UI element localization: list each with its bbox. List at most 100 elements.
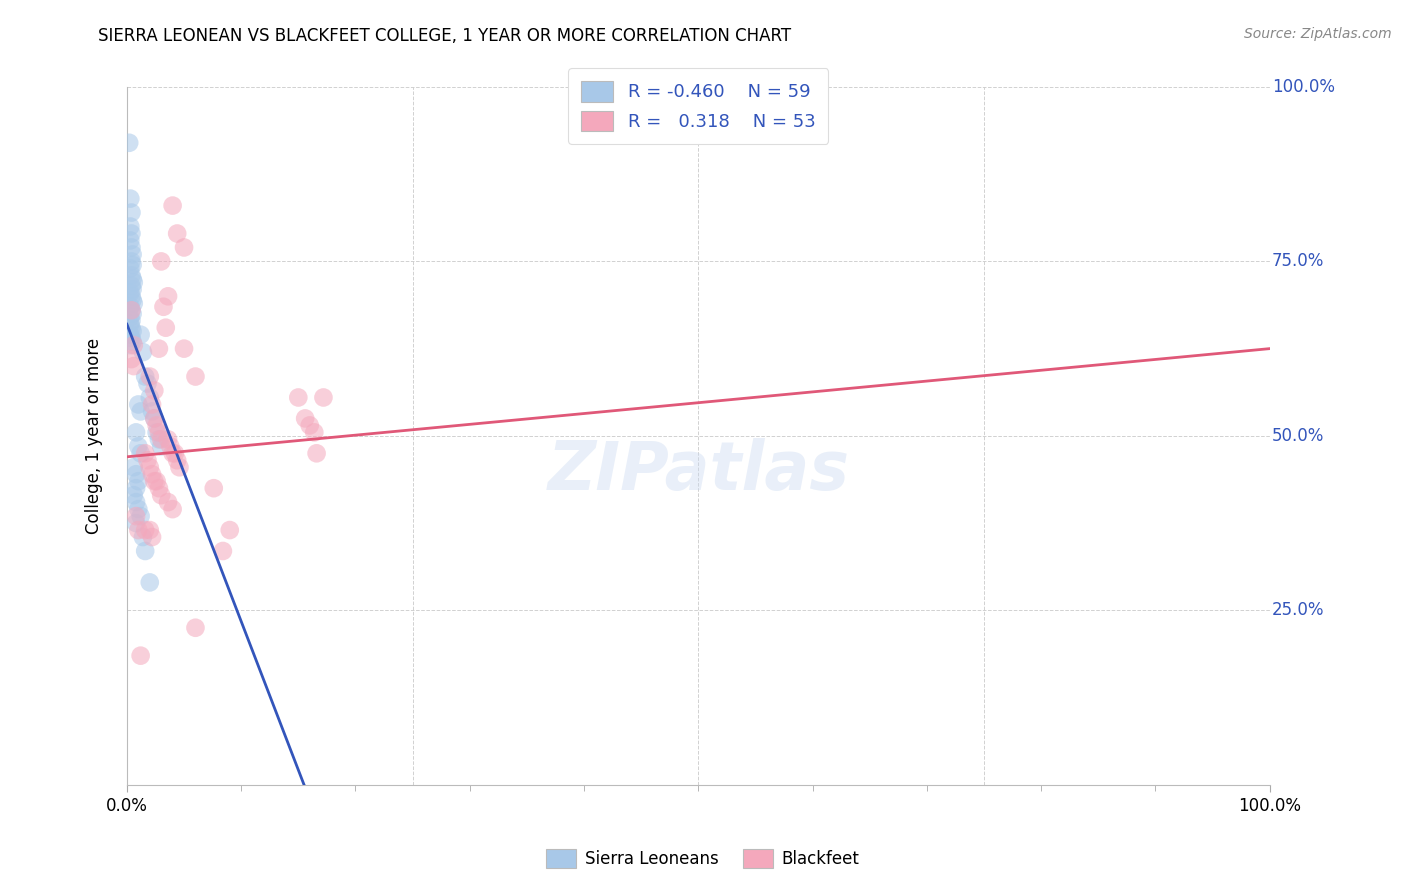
Text: 50.0%: 50.0%: [1272, 427, 1324, 445]
Point: [127, 397, 149, 411]
Point: [139, 369, 162, 384]
Point: [134, 523, 156, 537]
Point: [173, 342, 195, 356]
Point: [120, 317, 142, 331]
Point: [121, 331, 143, 345]
Point: [141, 530, 163, 544]
Legend: Sierra Leoneans, Blackfeet: Sierra Leoneans, Blackfeet: [540, 842, 866, 875]
Point: [122, 359, 145, 373]
Text: Source: ZipAtlas.com: Source: ZipAtlas.com: [1244, 27, 1392, 41]
Point: [162, 502, 184, 516]
Point: [287, 391, 309, 405]
Point: [148, 433, 170, 447]
Text: 100.0%: 100.0%: [1272, 78, 1334, 96]
Point: [141, 467, 163, 482]
Point: [173, 240, 195, 254]
Y-axis label: College, 1 year or more: College, 1 year or more: [86, 338, 103, 534]
Point: [150, 254, 173, 268]
Point: [143, 411, 166, 425]
Point: [120, 300, 142, 314]
Point: [120, 234, 142, 248]
Point: [162, 446, 184, 460]
Point: [121, 289, 143, 303]
Point: [122, 460, 145, 475]
Text: 75.0%: 75.0%: [1272, 252, 1324, 270]
Point: [132, 530, 155, 544]
Point: [169, 460, 191, 475]
Point: [121, 268, 143, 283]
Point: [129, 648, 152, 663]
Point: [143, 411, 166, 425]
Point: [121, 293, 143, 307]
Point: [118, 136, 141, 150]
Point: [127, 502, 149, 516]
Point: [122, 276, 145, 290]
Point: [136, 376, 159, 391]
Point: [218, 523, 240, 537]
Point: [134, 544, 156, 558]
Point: [312, 391, 335, 405]
Point: [129, 327, 152, 342]
Point: [122, 338, 145, 352]
Point: [121, 334, 143, 349]
Point: [150, 488, 173, 502]
Point: [125, 495, 148, 509]
Point: [150, 439, 173, 453]
Point: [304, 425, 326, 440]
Point: [212, 544, 235, 558]
Point: [121, 254, 143, 268]
Point: [134, 446, 156, 460]
Point: [184, 369, 207, 384]
Text: 25.0%: 25.0%: [1272, 601, 1324, 619]
Point: [157, 289, 180, 303]
Point: [121, 247, 143, 261]
Point: [127, 439, 149, 453]
Point: [127, 523, 149, 537]
Point: [136, 453, 159, 467]
Point: [121, 282, 143, 296]
Point: [120, 327, 142, 342]
Point: [184, 621, 207, 635]
Point: [120, 219, 142, 234]
Point: [120, 285, 142, 300]
Point: [129, 404, 152, 418]
Point: [121, 320, 143, 334]
Point: [143, 384, 166, 398]
Point: [121, 324, 143, 338]
Point: [121, 272, 143, 286]
Point: [157, 495, 180, 509]
Point: [127, 474, 149, 488]
Point: [155, 320, 177, 334]
Point: [122, 296, 145, 310]
Point: [139, 391, 162, 405]
Point: [122, 488, 145, 502]
Point: [152, 300, 174, 314]
Point: [129, 446, 152, 460]
Point: [121, 307, 143, 321]
Point: [166, 453, 188, 467]
Point: [125, 467, 148, 482]
Point: [132, 345, 155, 359]
Point: [145, 425, 167, 440]
Point: [129, 509, 152, 524]
Point: [121, 303, 143, 318]
Legend: R = -0.460    N = 59, R =   0.318    N = 53: R = -0.460 N = 59, R = 0.318 N = 53: [568, 68, 828, 145]
Point: [125, 425, 148, 440]
Point: [121, 314, 143, 328]
Point: [202, 481, 225, 495]
Point: [134, 369, 156, 384]
Point: [125, 481, 148, 495]
Point: [294, 411, 316, 425]
Point: [298, 418, 321, 433]
Point: [120, 261, 142, 276]
Point: [163, 446, 186, 460]
Point: [121, 278, 143, 293]
Point: [120, 192, 142, 206]
Point: [121, 240, 143, 254]
Point: [148, 481, 170, 495]
Point: [139, 460, 162, 475]
Point: [139, 575, 162, 590]
Point: [141, 397, 163, 411]
Point: [120, 310, 142, 325]
Point: [148, 425, 170, 440]
